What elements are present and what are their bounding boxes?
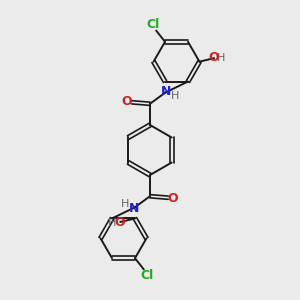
Text: O: O xyxy=(168,192,178,205)
Text: Cl: Cl xyxy=(147,18,160,31)
Text: Cl: Cl xyxy=(140,269,153,282)
Text: O: O xyxy=(122,95,132,108)
Text: H: H xyxy=(217,52,225,62)
Text: H: H xyxy=(108,218,116,228)
Text: N: N xyxy=(129,202,139,214)
Text: O: O xyxy=(208,51,219,64)
Text: H: H xyxy=(170,91,179,101)
Text: H: H xyxy=(121,199,130,209)
Text: O: O xyxy=(114,216,125,229)
Text: N: N xyxy=(161,85,171,98)
